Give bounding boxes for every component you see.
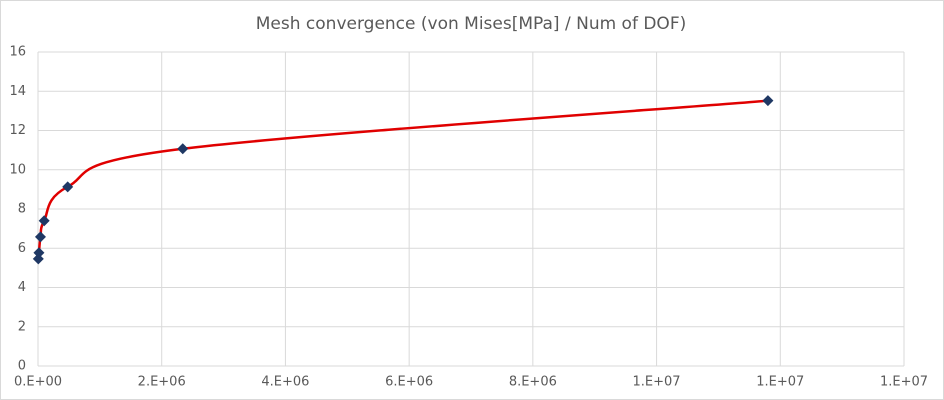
x-tick-label: 6.E+06: [385, 375, 433, 390]
y-tick-label: 12: [9, 123, 26, 138]
x-tick-label: 1.E+07: [880, 375, 928, 390]
y-tick-label: 2: [18, 319, 26, 334]
x-tick-label: 0.E+00: [14, 375, 62, 390]
y-tick-label: 16: [9, 45, 26, 60]
x-tick-label: 1.E+07: [633, 375, 681, 390]
y-tick-label: 4: [18, 280, 26, 295]
x-tick-label: 4.E+06: [261, 375, 309, 390]
y-tick-label: 14: [9, 84, 26, 99]
x-tick-label: 1.E+07: [756, 375, 804, 390]
data-point: [177, 143, 189, 155]
data-point: [34, 231, 46, 243]
data-point: [762, 95, 774, 107]
data-point: [38, 215, 50, 227]
chart-title: Mesh convergence (von Mises[MPa] / Num o…: [256, 14, 686, 34]
x-tick-label: 2.E+06: [138, 375, 186, 390]
y-tick-label: 10: [9, 162, 26, 177]
y-tick-label: 6: [18, 241, 26, 256]
y-tick-label: 8: [18, 202, 26, 217]
x-tick-label: 8.E+06: [509, 375, 557, 390]
data-point: [33, 247, 45, 259]
y-tick-label: 0: [18, 359, 26, 374]
data-point: [62, 181, 74, 193]
